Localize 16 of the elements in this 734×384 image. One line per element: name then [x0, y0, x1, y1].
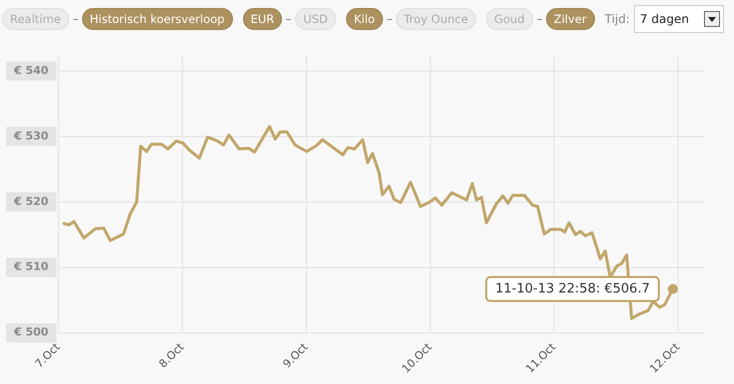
text: Tijd:	[604, 12, 630, 26]
text: Troy Ounce	[396, 8, 476, 30]
y-tick-label: € 540	[12, 64, 49, 77]
text: 7 dagen	[634, 5, 724, 33]
y-tick-label: € 530	[12, 129, 49, 142]
annotation: 11-10-13 22:58: €506.7	[495, 281, 650, 296]
y-tick-label: € 510	[12, 260, 49, 274]
text: USD	[295, 8, 336, 30]
text: Kilo	[346, 8, 383, 30]
y-tick-label: € 500	[12, 326, 49, 339]
text: Zilver	[546, 8, 595, 30]
text: Realtime	[2, 8, 69, 30]
text: Goud	[486, 8, 533, 30]
y-tick-label: € 520	[12, 194, 49, 208]
text: Historisch koersverloop	[82, 8, 233, 30]
text: EUR	[242, 8, 282, 30]
